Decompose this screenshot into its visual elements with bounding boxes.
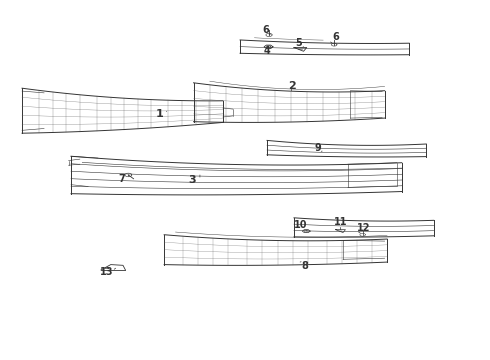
Text: 2: 2 bbox=[288, 81, 295, 91]
Text: 8: 8 bbox=[301, 261, 308, 271]
Text: 13: 13 bbox=[100, 267, 114, 277]
Text: 6: 6 bbox=[262, 24, 269, 35]
Text: 5: 5 bbox=[295, 38, 302, 48]
Text: 1: 1 bbox=[155, 109, 163, 120]
Text: 12: 12 bbox=[357, 222, 370, 233]
Text: 7: 7 bbox=[118, 174, 125, 184]
Text: 4: 4 bbox=[264, 46, 270, 57]
Text: 9: 9 bbox=[314, 143, 321, 153]
Text: 6: 6 bbox=[332, 32, 339, 42]
Text: 3: 3 bbox=[189, 175, 196, 185]
Text: 10: 10 bbox=[294, 220, 308, 230]
Text: 11: 11 bbox=[334, 217, 347, 227]
